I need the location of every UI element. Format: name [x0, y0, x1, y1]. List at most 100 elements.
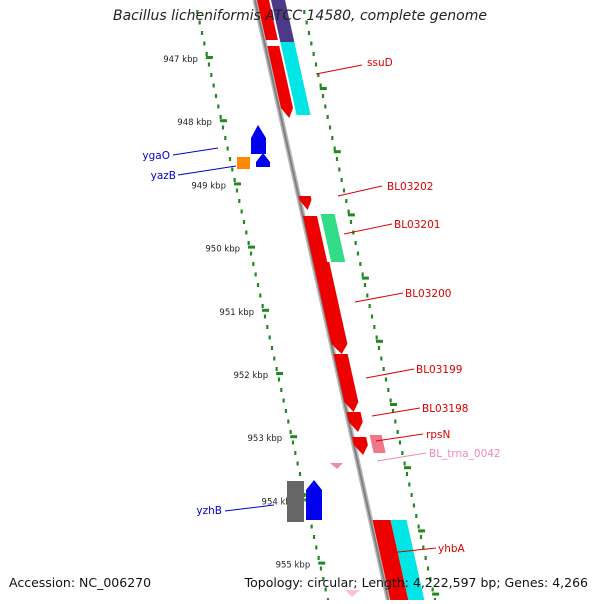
ruler-dot-inner	[219, 115, 222, 119]
major-tick-outer	[375, 339, 383, 343]
ruler-dot-inner	[277, 377, 281, 382]
label-connector	[343, 223, 393, 235]
major-tick-outer	[333, 150, 341, 154]
ruler-dot-outer	[384, 377, 388, 382]
major-tick-outer	[319, 87, 327, 90]
ruler-dot-inner	[324, 587, 327, 592]
ruler-dot-inner	[221, 125, 225, 130]
ruler-dot-inner	[294, 451, 297, 455]
ruler-dot-outer	[328, 125, 332, 130]
tick-label: 954 kbp	[262, 497, 297, 507]
ruler-dot-outer	[377, 346, 381, 350]
ruler-dot-outer	[321, 94, 325, 98]
accession-text: Accession: NC_006270	[9, 575, 152, 590]
ruler-dot-inner	[317, 556, 320, 560]
major-tick-outer	[389, 403, 397, 406]
ruler-dot-outer	[370, 314, 374, 319]
ruler-dot-outer	[380, 356, 383, 361]
ruler-dot-inner	[273, 356, 276, 361]
ruler-dot-inner	[254, 272, 257, 277]
major-tick-inner	[219, 119, 227, 123]
ruler-dot-outer	[394, 419, 397, 424]
gene-BL03201-cds	[302, 216, 328, 262]
tick-label: 953 kbp	[248, 434, 283, 444]
gene-small-pink	[345, 590, 360, 597]
feature-label: ssuD	[367, 57, 393, 69]
feature-label: BL03199	[416, 364, 462, 376]
ruler-dot-outer	[424, 556, 427, 560]
major-tick-outer	[347, 213, 355, 217]
label-connector	[371, 407, 421, 417]
major-tick-inner	[262, 308, 270, 312]
ruler-dot-inner	[303, 493, 306, 497]
major-tick-outer	[418, 529, 426, 533]
label-connector	[337, 185, 383, 197]
ruler-dot-inner	[226, 146, 229, 151]
tick-label: 955 kbp	[276, 561, 311, 571]
ruler-dot-outer	[361, 272, 364, 277]
ruler-dot-inner	[249, 251, 253, 256]
ruler-dot-outer	[342, 188, 346, 193]
ruler-dot-outer	[417, 524, 420, 529]
gene-gray-block	[287, 481, 304, 522]
feature-label: BL03201	[394, 219, 440, 231]
ruler-dot-inner	[261, 304, 264, 308]
ruler-dot-outer	[412, 503, 416, 508]
ruler-dot-outer	[403, 461, 406, 466]
ruler-dot-outer	[368, 304, 371, 308]
ruler-dot-outer	[431, 587, 434, 592]
ruler-dot-inner	[296, 461, 299, 466]
ruler-dot-inner	[263, 314, 267, 319]
ruler-dot-inner	[224, 136, 227, 140]
ruler-dot-inner	[298, 472, 302, 476]
ruler-dot-inner	[238, 199, 241, 203]
ruler-dot-inner	[319, 566, 323, 571]
gene-yhbA-feature	[390, 520, 425, 600]
ruler-dot-outer	[312, 52, 315, 56]
ruler-dot-outer	[303, 10, 306, 14]
ruler-dot-outer	[426, 566, 430, 571]
label-connector	[172, 147, 219, 156]
genome-summary-text: Topology: circular; Length: 4,222,597 bp…	[244, 575, 588, 590]
gene-ygaO	[251, 125, 266, 154]
ruler-dot-outer	[422, 545, 425, 550]
feature-label: rpsN	[426, 429, 450, 441]
label-connector	[315, 64, 363, 75]
gene-trna	[330, 463, 343, 469]
ruler-dot-inner	[266, 325, 269, 329]
ruler-dot-outer	[335, 157, 339, 161]
ruler-dot-outer	[415, 514, 418, 518]
ruler-dot-inner	[270, 346, 274, 350]
ruler-dot-outer	[389, 398, 392, 403]
ruler-dot-outer	[401, 451, 404, 455]
major-tick-inner	[248, 245, 256, 249]
major-tick-outer	[432, 592, 440, 596]
ruler-dot-outer	[366, 293, 369, 298]
ruler-dot-inner	[210, 73, 213, 77]
ruler-dot-inner	[280, 388, 283, 392]
ruler-dot-outer	[354, 241, 357, 245]
genome-title: Bacillus licheniformis ATCC 14580, compl…	[113, 8, 487, 24]
ruler-dot-inner	[203, 41, 206, 46]
gene-rpsN-cds	[352, 437, 368, 455]
tick-label: 951 kbp	[219, 308, 254, 318]
ruler-dot-inner	[312, 535, 316, 539]
ruler-dot-inner	[207, 62, 211, 67]
ruler-dot-outer	[359, 262, 362, 266]
label-connector	[376, 452, 427, 462]
ruler-dot-outer	[391, 409, 395, 413]
ruler-dot-outer	[338, 167, 341, 172]
ruler-dot-inner	[247, 241, 250, 245]
ruler-dot-outer	[317, 73, 320, 77]
ruler-dot-outer	[307, 31, 311, 35]
gene-yazB	[256, 153, 270, 167]
feature-label: BL_trna_0042	[429, 448, 501, 460]
ruler-dot-inner	[284, 409, 288, 413]
gene-rpsN-feature	[369, 435, 386, 453]
ruler-dot-outer	[375, 335, 378, 340]
major-tick-outer	[361, 276, 369, 280]
ruler-dot-inner	[231, 167, 234, 172]
major-tick-inner	[318, 561, 326, 565]
feature-label: BL03198	[422, 403, 468, 415]
